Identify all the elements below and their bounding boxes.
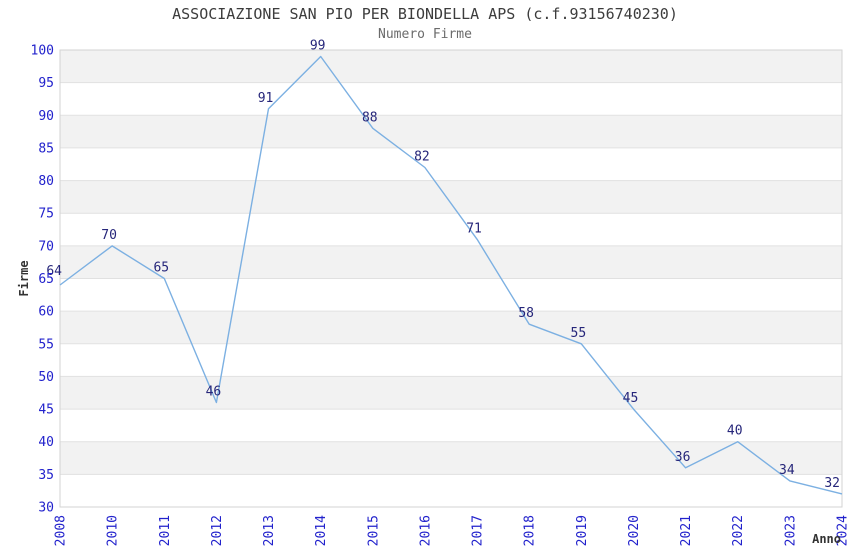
y-tick-label: 55 [38,337,54,352]
x-tick-label: 2010 [106,515,121,546]
x-tick-label: 2013 [262,515,277,546]
x-axis-title: Anno [812,532,841,546]
x-tick-label: 2023 [783,515,798,546]
plot-band [60,50,842,83]
data-point-label: 46 [206,385,222,400]
x-tick-label: 2014 [314,515,329,546]
y-tick-label: 40 [38,435,54,450]
data-point-label: 40 [727,424,743,439]
data-point-label: 34 [779,463,795,478]
x-tick-label: 2022 [731,515,746,546]
data-point-label: 64 [46,264,62,279]
y-tick-label: 75 [38,207,54,222]
data-point-label: 32 [824,476,840,491]
plot-band [60,115,842,148]
y-tick-label: 50 [38,370,54,385]
x-tick-label: 2019 [575,515,590,546]
data-point-label: 71 [466,221,482,236]
y-tick-label: 60 [38,305,54,320]
data-point-label: 58 [518,306,534,321]
data-point-label: 70 [101,228,117,243]
data-point-label: 55 [571,326,587,341]
x-tick-label: 2024 [836,515,850,546]
data-point-label: 91 [258,91,274,106]
y-axis-title: Firme [17,260,31,296]
data-point-label: 45 [623,391,639,406]
chart-subtitle: Numero Firme [378,27,472,42]
y-tick-label: 35 [38,468,54,483]
plot-band [60,311,842,344]
plot-band [60,245,842,279]
data-point-label: 99 [310,39,326,54]
x-tick-label: 2018 [523,515,538,546]
data-point-label: 88 [362,110,378,125]
y-tick-label: 70 [38,239,54,254]
y-tick-label: 80 [38,174,54,189]
plot-band [60,376,842,410]
y-tick-label: 85 [38,141,54,156]
x-tick-label: 2015 [366,515,381,546]
data-point-label: 82 [414,150,430,165]
x-tick-label: 2012 [210,515,225,546]
y-tick-label: 95 [38,76,54,91]
plot-border [59,49,843,508]
plot-band [60,180,842,214]
y-tick-label: 90 [38,109,54,124]
x-tick-label: 2017 [471,515,486,546]
x-tick-label: 2011 [158,515,173,546]
y-tick-label: 100 [31,44,54,59]
chart-title: ASSOCIAZIONE SAN PIO PER BIONDELLA APS (… [172,5,678,23]
y-tick-label: 45 [38,403,54,418]
plot-band [60,441,842,475]
x-tick-label: 2016 [418,515,433,546]
x-tick-label: 2020 [627,515,642,546]
x-tick-label: 2021 [679,515,694,546]
x-tick-label: 2008 [54,515,69,546]
data-line [59,55,843,495]
data-point-label: 36 [675,450,691,465]
y-tick-label: 30 [38,501,54,516]
y-tick-label: 65 [38,272,54,287]
data-point-label: 65 [153,261,169,276]
